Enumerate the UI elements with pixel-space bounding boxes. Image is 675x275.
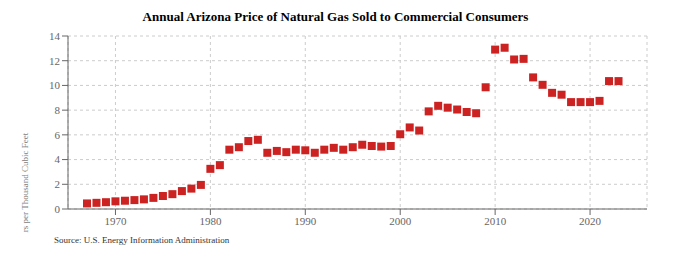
svg-text:Dollars per Thousand Cubic Fee: Dollars per Thousand Cubic Feet — [20, 132, 30, 233]
html-text:Source: U.S. Energy Informatio: Source: U.S. Energy Information Administ… — [54, 235, 230, 245]
svg-text:4: 4 — [55, 153, 61, 165]
svg-text:2000: 2000 — [389, 215, 412, 227]
svg-text:8: 8 — [55, 104, 61, 116]
svg-text:10: 10 — [49, 79, 61, 91]
svg-text:1970: 1970 — [104, 215, 127, 227]
svg-text:2010: 2010 — [484, 215, 507, 227]
svg-text:1990: 1990 — [294, 215, 317, 227]
svg-text:2: 2 — [55, 178, 61, 190]
svg-text:12: 12 — [49, 55, 60, 67]
svg-text:0: 0 — [55, 203, 61, 215]
svg-text:14: 14 — [49, 30, 61, 42]
svg-text:6: 6 — [55, 129, 61, 141]
html-text:Annual Arizona Price of Natura: Annual Arizona Price of Natural Gas Sold… — [142, 9, 529, 24]
svg-text:2020: 2020 — [579, 215, 602, 227]
svg-text:1980: 1980 — [199, 215, 222, 227]
